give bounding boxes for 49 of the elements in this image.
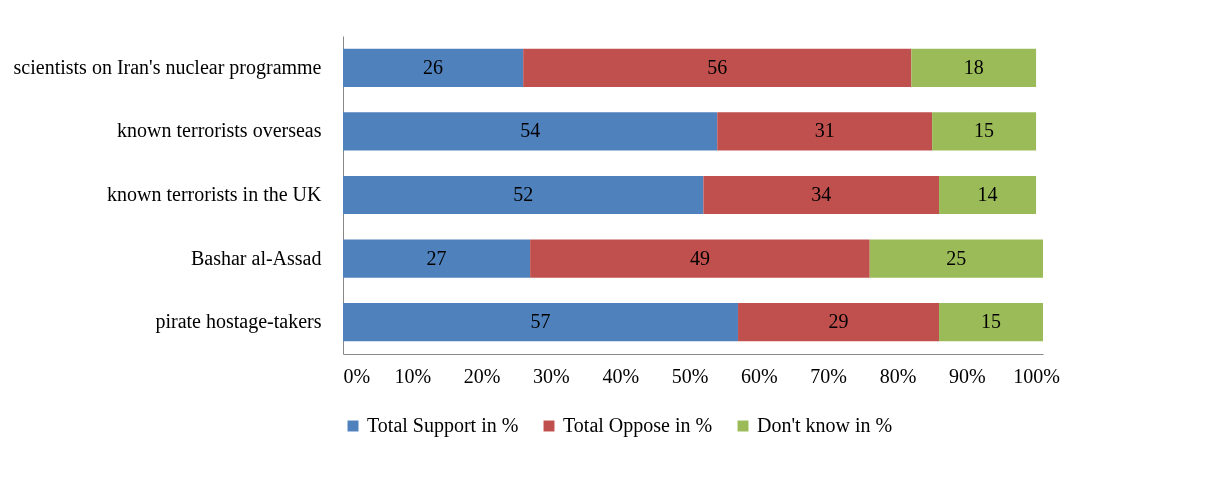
legend-label: Total Oppose in % [563, 414, 713, 437]
bar [343, 48, 524, 87]
x-tick-label: 40% [602, 364, 640, 387]
data-label: 52 [513, 183, 534, 205]
x-tick-label: 10% [394, 364, 432, 387]
data-label: 34 [811, 183, 832, 205]
x-tick-label: 20% [463, 364, 501, 387]
data-label: 27 [426, 246, 447, 269]
x-tick-label: 0% [343, 364, 371, 387]
bar [932, 112, 1037, 151]
data-label: 56 [707, 55, 728, 78]
bar [343, 112, 718, 151]
data-label: 57 [530, 310, 551, 333]
bar [869, 239, 1043, 278]
bar [343, 175, 704, 215]
data-label: 54 [520, 119, 541, 142]
x-tick-label: 100% [1013, 364, 1060, 387]
data-label: 14 [977, 183, 998, 205]
x-tick-label: 70% [810, 364, 847, 387]
x-tick-label: 50% [671, 364, 709, 387]
data-label: 25 [946, 246, 967, 269]
bar [717, 112, 933, 151]
bar [523, 48, 912, 87]
y-tick-label: Bashar al-Assad [190, 246, 322, 269]
x-tick-label: 80% [879, 364, 917, 387]
bar [738, 303, 940, 342]
data-label: 18 [963, 55, 984, 78]
bar [939, 175, 1037, 215]
bar [343, 303, 739, 342]
data-label: 49 [689, 246, 710, 269]
legend-label: Don't know in % [757, 414, 893, 436]
bar [703, 175, 940, 215]
y-tick-label: known terrorists overseas [117, 119, 322, 142]
y-tick-label: known terrorists in the UK [107, 183, 323, 205]
data-label: 15 [974, 119, 995, 142]
x-tick-label: 90% [948, 364, 986, 387]
data-label: 15 [981, 310, 1002, 333]
y-tick-label: pirate hostage-takers [155, 310, 322, 334]
y-tick-label: scientists on Iran's nuclear programme [13, 55, 322, 79]
data-label: 26 [423, 55, 444, 78]
bar [939, 303, 1043, 342]
x-tick-label: 60% [741, 364, 778, 387]
bar [911, 48, 1037, 87]
bar [530, 239, 870, 278]
data-label: 29 [828, 310, 849, 333]
bar [343, 239, 531, 278]
x-tick-label: 30% [533, 364, 570, 387]
data-label: 31 [814, 119, 835, 142]
legend-label: Total Support in % [367, 414, 519, 437]
